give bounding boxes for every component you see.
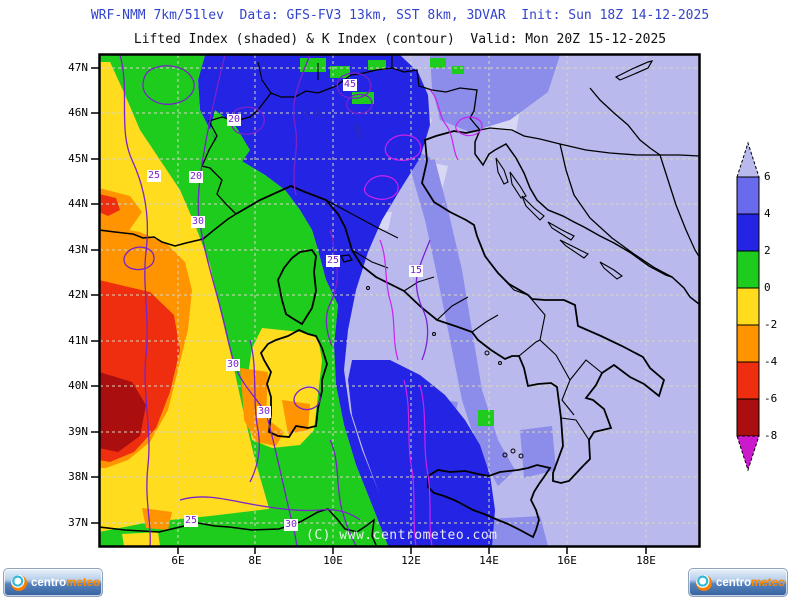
contour-label: 45 xyxy=(343,79,358,91)
lat-tick-label: 37N xyxy=(68,516,88,529)
colorbar-tick-label: -4 xyxy=(764,355,778,368)
centrometeo-logo-right[interactable]: centrometeo xyxy=(688,568,788,597)
centrometeo-swirl-icon xyxy=(696,574,712,591)
lon-tick-label: 14E xyxy=(479,554,499,567)
watermark: (C) www.centrometeo.com xyxy=(306,528,498,543)
lat-tick-label: 47N xyxy=(68,61,88,74)
logo-text: centrometeo xyxy=(31,576,101,589)
lon-tick-label: 16E xyxy=(557,554,577,567)
model-title: WRF-NMM 7km/51lev Data: GFS-FV3 13km, SS… xyxy=(90,8,710,23)
lat-tick-label: 40N xyxy=(68,379,88,392)
colorbar-tick-label: -2 xyxy=(764,318,778,331)
colorbar-tick-label: -8 xyxy=(764,429,778,442)
lat-tick-label: 42N xyxy=(68,288,88,301)
contour-label: 30 xyxy=(284,519,299,531)
contour-label: 30 xyxy=(226,359,241,371)
lat-tick-label: 41N xyxy=(68,334,88,347)
axis-ticks xyxy=(91,67,647,554)
logo-text: centrometeo xyxy=(716,576,786,589)
contour-label: 30 xyxy=(257,406,272,418)
lat-tick-label: 46N xyxy=(68,106,88,119)
lon-tick-label: 10E xyxy=(323,554,343,567)
contour-label: 25 xyxy=(147,170,162,182)
centrometeo-logo-left[interactable]: centrometeo xyxy=(3,568,103,597)
product-title: Lifted Index (shaded) & K Index (contour… xyxy=(133,32,667,47)
colorbar-tick-label: 4 xyxy=(764,207,771,220)
colorbar-tick-label: 6 xyxy=(764,170,771,183)
contour-label: 15 xyxy=(409,265,424,277)
contour-label: 25 xyxy=(326,255,341,267)
contour-label: 20 xyxy=(189,171,204,183)
map-frame xyxy=(98,53,701,548)
lon-tick-label: 6E xyxy=(171,554,185,567)
lat-tick-label: 43N xyxy=(68,243,88,256)
colorbar-tick-label: 0 xyxy=(764,281,771,294)
lon-tick-label: 12E xyxy=(401,554,421,567)
lat-tick-label: 39N xyxy=(68,425,88,438)
lon-tick-label: 8E xyxy=(248,554,262,567)
lat-tick-label: 38N xyxy=(68,470,88,483)
coastlines xyxy=(99,55,700,546)
colorbar xyxy=(736,141,760,472)
colorbar-tick-label: 2 xyxy=(764,244,771,257)
colorbar-tick-label: -6 xyxy=(764,392,778,405)
graticule xyxy=(100,55,699,546)
lat-tick-label: 44N xyxy=(68,197,88,210)
lat-tick-label: 45N xyxy=(68,152,88,165)
contour-label: 30 xyxy=(191,216,206,228)
contour-label: 25 xyxy=(184,515,199,527)
shaded-field xyxy=(99,54,700,547)
contour-label: 20 xyxy=(227,114,242,126)
lon-tick-label: 18E xyxy=(636,554,656,567)
centrometeo-swirl-icon xyxy=(11,574,27,591)
